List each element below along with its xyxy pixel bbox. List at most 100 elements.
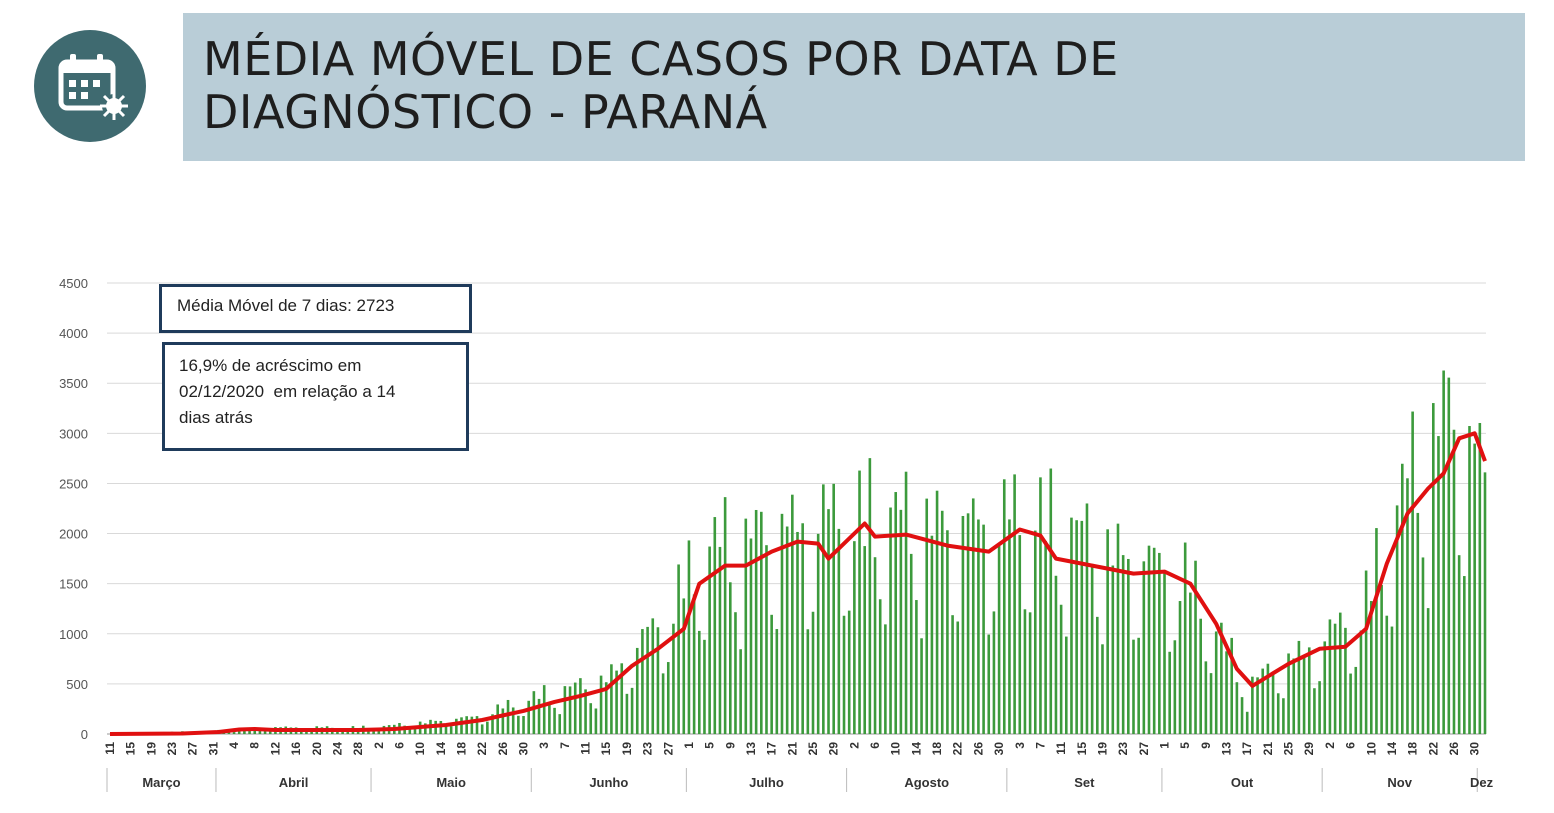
daily-bar <box>1220 622 1223 734</box>
daily-bar <box>558 714 562 734</box>
daily-bar <box>1442 370 1445 734</box>
daily-bar <box>956 621 960 734</box>
daily-bar <box>749 538 753 734</box>
daily-bar <box>920 638 923 734</box>
daily-bar <box>1075 520 1078 734</box>
daily-bar <box>801 523 804 734</box>
x-tick-label: 31 <box>206 742 220 756</box>
daily-bar <box>1008 519 1011 734</box>
daily-bar <box>1406 478 1409 734</box>
daily-bar <box>837 528 841 734</box>
daily-bar <box>1282 698 1285 734</box>
daily-bar <box>982 524 985 734</box>
daily-bar <box>832 483 835 734</box>
daily-bar <box>1173 640 1177 734</box>
daily-bar <box>1111 565 1115 734</box>
daily-bar <box>1432 403 1435 734</box>
daily-bar <box>734 612 737 734</box>
daily-bar <box>1064 636 1068 734</box>
moving-average-label-box: Média Móvel de 7 dias: 2723 <box>159 284 472 333</box>
daily-bar <box>542 685 546 734</box>
daily-bar <box>1447 377 1451 734</box>
title-line-1: MÉDIA MÓVEL DE CASOS POR DATA DE <box>203 32 1119 86</box>
daily-bar <box>1385 615 1389 734</box>
daily-bar <box>1230 637 1234 734</box>
daily-bar <box>243 729 246 734</box>
daily-bar <box>522 716 525 734</box>
daily-bar <box>775 629 779 734</box>
daily-bar <box>1163 571 1166 734</box>
daily-bar <box>1204 661 1208 734</box>
y-tick-label: 1500 <box>59 577 88 592</box>
x-tick-label: 25 <box>1282 742 1296 756</box>
daily-bar <box>1183 542 1187 734</box>
daily-bar <box>1256 677 1259 734</box>
x-tick-label: 29 <box>827 742 841 756</box>
daily-bar <box>770 614 773 734</box>
daily-bar <box>501 708 505 734</box>
month-label: Dez <box>1470 775 1494 790</box>
daily-bar <box>1380 585 1383 734</box>
daily-bar <box>1013 474 1016 734</box>
y-tick-label: 3500 <box>59 376 88 391</box>
x-tick-label: 17 <box>1240 742 1254 756</box>
daily-bar <box>1313 688 1316 734</box>
daily-bar <box>1137 637 1140 734</box>
daily-bar <box>480 724 484 734</box>
daily-bar <box>599 675 603 734</box>
x-tick-label: 14 <box>434 742 448 756</box>
daily-bar <box>873 557 877 734</box>
daily-bar <box>853 541 856 734</box>
x-tick-label: 9 <box>723 742 737 749</box>
daily-bar <box>961 515 965 734</box>
daily-bar <box>703 639 706 734</box>
x-tick-label: 7 <box>1033 742 1047 749</box>
daily-bar <box>935 490 939 734</box>
daily-bar <box>1483 472 1487 734</box>
daily-bar <box>842 615 846 734</box>
daily-bar <box>1039 477 1042 734</box>
daily-bar <box>1127 558 1130 734</box>
y-tick-label: 1000 <box>59 627 88 642</box>
y-tick-label: 2000 <box>59 527 88 542</box>
daily-bar <box>723 497 727 734</box>
x-tick-label: 23 <box>641 742 655 756</box>
daily-bar <box>1338 612 1342 734</box>
daily-bar <box>889 507 892 734</box>
calendar-virus-icon <box>34 30 146 142</box>
x-tick-label: 6 <box>868 742 882 749</box>
daily-bar <box>1375 528 1378 734</box>
daily-bar <box>744 518 748 734</box>
x-tick-label: 2 <box>847 742 861 749</box>
daily-bar <box>1473 443 1476 734</box>
x-tick-label: 21 <box>1261 742 1275 756</box>
moving-average-label: Média Móvel de 7 dias: 2723 <box>177 296 395 315</box>
daily-bar <box>966 513 970 734</box>
x-tick-label: 3 <box>537 742 551 749</box>
daily-bar <box>1178 601 1182 734</box>
x-tick-label: 13 <box>1220 742 1234 756</box>
x-tick-label: 18 <box>930 742 944 756</box>
x-tick-label: 21 <box>785 742 799 756</box>
daily-bar <box>997 545 1001 734</box>
x-tick-label: 23 <box>165 742 179 756</box>
daily-bar <box>672 623 675 734</box>
daily-bar <box>604 682 608 734</box>
y-tick-label: 4000 <box>59 326 88 341</box>
daily-bar <box>718 546 722 734</box>
x-tick-label: 22 <box>951 742 965 756</box>
daily-bar <box>1090 563 1094 734</box>
daily-bar <box>573 682 577 734</box>
daily-bar <box>579 678 582 734</box>
daily-bar <box>449 726 453 734</box>
daily-bar <box>754 509 758 734</box>
daily-bar <box>630 687 634 734</box>
daily-bar <box>946 530 949 734</box>
daily-bar <box>1225 651 1228 734</box>
daily-bar <box>884 624 887 734</box>
daily-bar <box>822 484 825 734</box>
month-label: Maio <box>436 775 466 790</box>
daily-bar <box>780 513 784 734</box>
month-label: Agosto <box>904 775 949 790</box>
daily-bar <box>909 553 913 734</box>
